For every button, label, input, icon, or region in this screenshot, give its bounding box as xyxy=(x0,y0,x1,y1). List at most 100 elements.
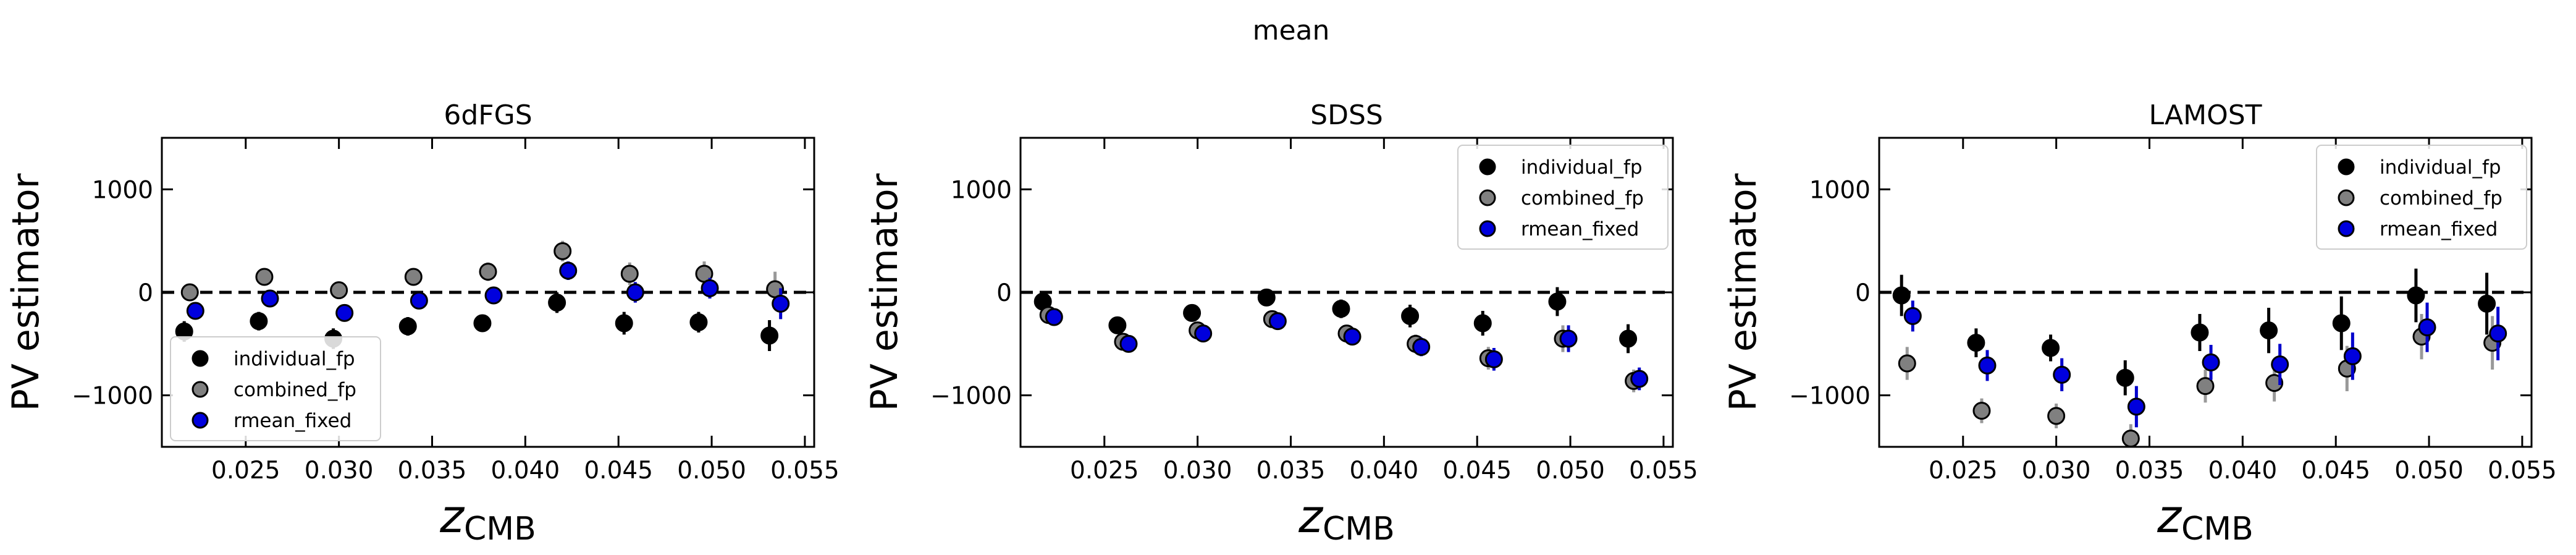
y-axis-label: PV estimator xyxy=(863,173,906,411)
x-tick-label: 0.045 xyxy=(2301,457,2370,485)
data-point xyxy=(2127,397,2145,416)
data-point xyxy=(2202,353,2220,371)
data-point xyxy=(2332,314,2351,333)
x-tick-label: 0.040 xyxy=(491,457,560,485)
panel-1: SDSS 0.025 0.030 0.035 0.040 0.045 0.050 0.055 1… xyxy=(863,100,1698,548)
data-point xyxy=(701,279,719,297)
legend-marker xyxy=(2338,189,2355,206)
data-point xyxy=(548,294,566,312)
y-tick-label: 0 xyxy=(1855,279,1871,307)
y-tick-label: 1000 xyxy=(1809,176,1871,204)
data-point xyxy=(330,281,348,300)
data-point xyxy=(2260,321,2278,340)
x-tick-label: 0.040 xyxy=(2208,457,2278,485)
data-point xyxy=(479,263,497,281)
legend-marker xyxy=(192,412,209,429)
x-tick-label: 0.055 xyxy=(770,457,840,485)
x-tick-label: 0.025 xyxy=(1929,457,1998,485)
x-tick-label: 0.055 xyxy=(2488,457,2557,485)
data-point xyxy=(404,268,423,286)
data-point xyxy=(615,314,633,333)
data-point xyxy=(484,286,503,305)
panel-2: LAMOST 0.025 0.030 0.035 0.040 0.045 0.050 0.05… xyxy=(1722,100,2557,548)
data-point xyxy=(1183,303,1202,322)
data-point xyxy=(2478,294,2496,313)
y-tick-label: 0 xyxy=(138,279,153,307)
data-point xyxy=(398,317,417,336)
legend-label: combined_fp xyxy=(2380,187,2502,210)
legend-marker xyxy=(192,350,209,367)
data-point xyxy=(1045,308,1063,326)
data-point xyxy=(1257,288,1276,307)
x-tick-label: 0.030 xyxy=(1163,457,1232,485)
y-tick-label: −1000 xyxy=(72,383,153,410)
data-point xyxy=(1332,300,1350,318)
data-point xyxy=(2343,347,2362,365)
data-point xyxy=(2116,368,2134,387)
data-point xyxy=(2042,339,2060,357)
data-point xyxy=(1473,314,1492,333)
data-point xyxy=(180,283,199,302)
legend-label: rmean_fixed xyxy=(1521,218,1639,240)
legend-label: combined_fp xyxy=(234,379,356,401)
x-tick-label: 0.045 xyxy=(584,457,653,485)
y-tick-label: −1000 xyxy=(1789,383,1871,410)
x-axis-label: zCMB xyxy=(2157,490,2254,548)
legend-marker xyxy=(2338,158,2355,176)
data-point xyxy=(2407,286,2425,305)
y-tick-label: 1000 xyxy=(92,176,153,204)
y-axis-label: PV estimator xyxy=(1722,173,1765,411)
data-point xyxy=(1898,354,1916,373)
data-point xyxy=(620,265,639,283)
legend-box xyxy=(170,336,381,441)
data-point xyxy=(255,268,274,286)
panels: 6dFGS 0.025 0.030 0.035 0.040 0.045 0.050 0.055… xyxy=(4,100,2557,548)
x-tick-label: 0.025 xyxy=(1070,457,1139,485)
data-point xyxy=(1892,286,1911,305)
data-point xyxy=(186,302,204,320)
x-tick-label: 0.025 xyxy=(211,457,280,485)
data-point xyxy=(2047,407,2066,425)
figure-suptitle: mean xyxy=(1253,15,1330,46)
data-point xyxy=(1343,328,1362,346)
series-rmean_fixed xyxy=(1903,300,2507,428)
data-point xyxy=(2196,377,2215,396)
series-rmean_fixed xyxy=(1045,308,1649,391)
data-point xyxy=(2265,374,2284,392)
x-tick-label: 0.035 xyxy=(398,457,467,485)
data-point xyxy=(335,303,354,322)
data-point xyxy=(1903,307,1922,325)
data-point xyxy=(1119,334,1138,353)
data-point xyxy=(1108,316,1127,334)
x-tick-label: 0.030 xyxy=(2022,457,2091,485)
legend-label: combined_fp xyxy=(1521,187,1644,210)
x-tick-label: 0.040 xyxy=(1350,457,1419,485)
legend-marker xyxy=(192,381,209,398)
x-tick-label: 0.050 xyxy=(1536,457,1605,485)
data-point xyxy=(626,283,644,302)
x-axis-label: zCMB xyxy=(439,490,536,548)
data-point xyxy=(1559,329,1578,348)
x-axis-label: zCMB xyxy=(1298,490,1395,548)
data-point xyxy=(1412,337,1431,356)
data-point xyxy=(559,261,578,280)
panel-title: LAMOST xyxy=(2149,100,2262,131)
y-tick-label: −1000 xyxy=(930,383,1012,410)
y-tick-label: 0 xyxy=(996,279,1012,307)
data-point xyxy=(2489,324,2507,343)
data-point xyxy=(250,312,268,331)
legend: individual_fp combined_fp rmean_fixed xyxy=(1457,145,1669,250)
data-point xyxy=(1548,292,1567,311)
data-point xyxy=(1967,334,1985,352)
legend-label: rmean_fixed xyxy=(234,410,351,432)
series-individual_fp xyxy=(1892,268,2496,396)
x-tick-label: 0.050 xyxy=(2394,457,2464,485)
data-point xyxy=(1484,350,1503,368)
data-point xyxy=(2271,355,2289,374)
data-point xyxy=(1194,324,1213,343)
x-tick-label: 0.055 xyxy=(1629,457,1698,485)
data-point xyxy=(2053,365,2071,384)
data-point xyxy=(689,313,708,331)
x-tick-label: 0.035 xyxy=(1256,457,1326,485)
